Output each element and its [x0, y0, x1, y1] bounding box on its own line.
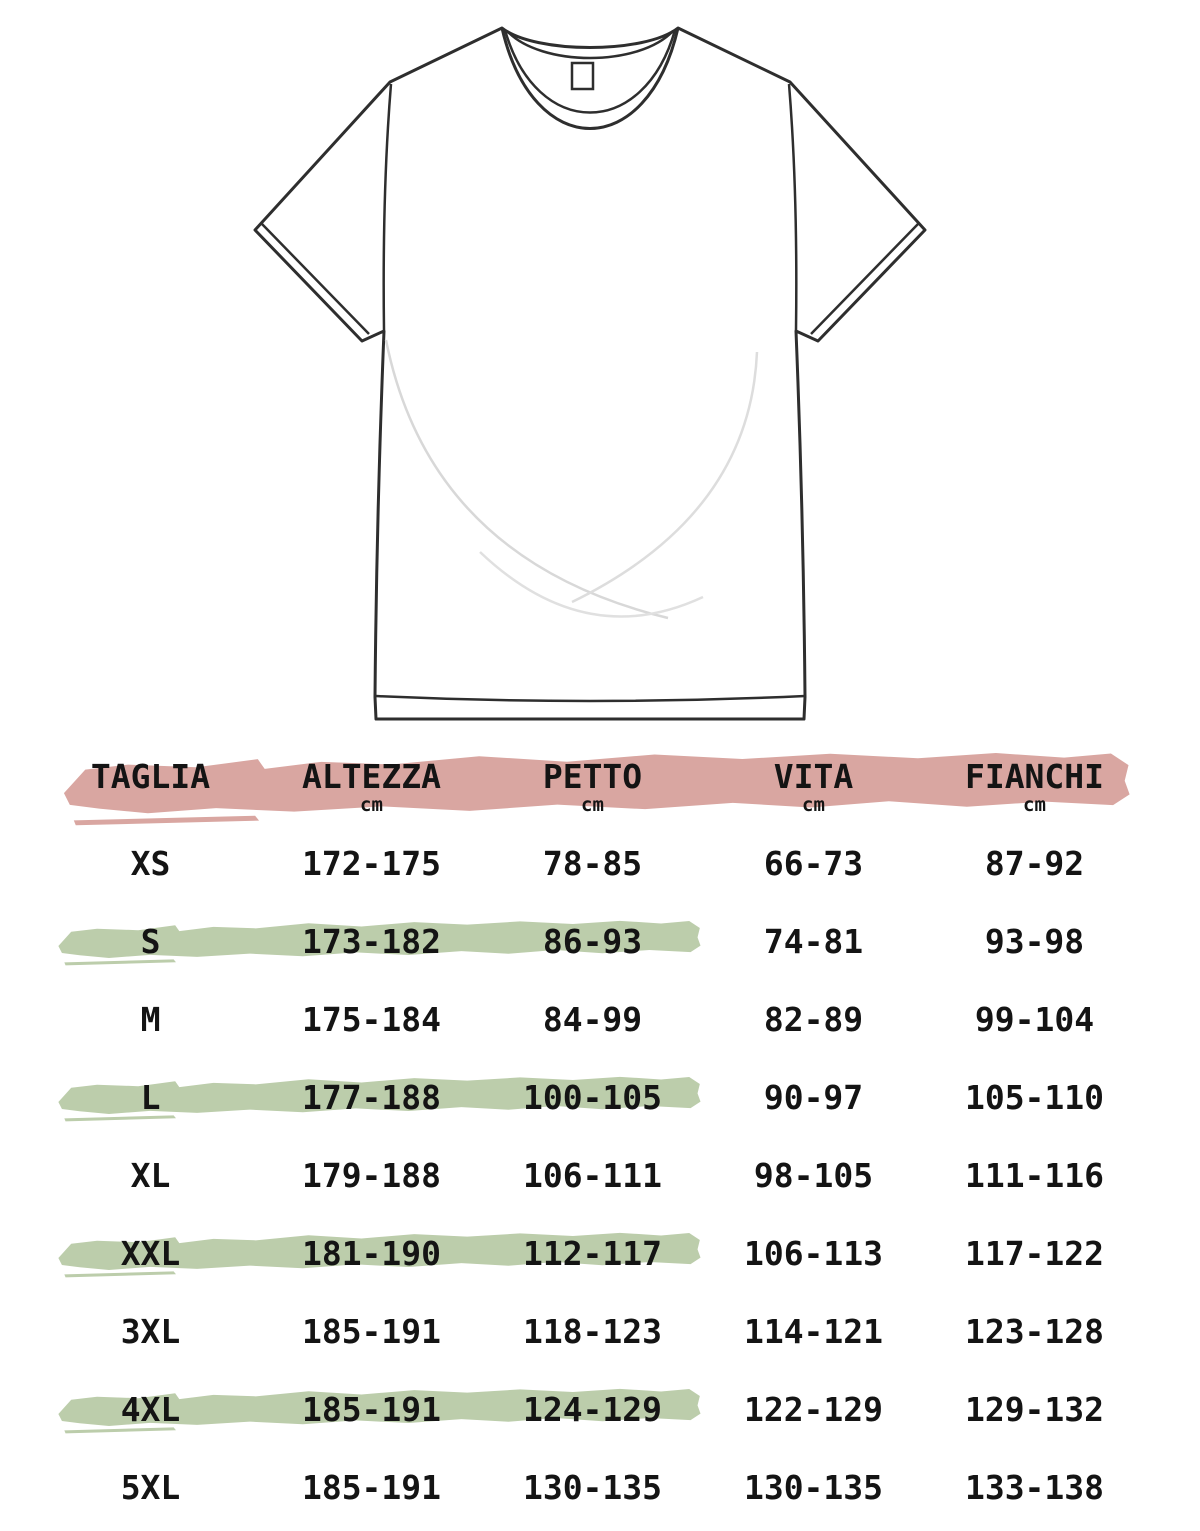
size-cell: XL — [130, 1155, 171, 1195]
petto-cell: 124-129 — [522, 1389, 663, 1429]
altezza-cell: 172-175 — [301, 843, 442, 883]
altezza-cell: 185-191 — [301, 1467, 442, 1507]
collar-outer-line — [500, 27, 680, 130]
petto-cell: 130-135 — [522, 1467, 663, 1507]
column-header-label: PETTO — [542, 757, 643, 796]
vita-cell: 130-135 — [743, 1467, 884, 1507]
table-header-row: TAGLIA ALTEZZA cm PETTO cm VITA cm FIANC… — [40, 744, 1145, 826]
column-header-unit: cm — [1023, 794, 1046, 816]
petto-cell: 84-99 — [542, 999, 643, 1039]
wrinkle-line — [571, 351, 759, 604]
column-header-taglia: TAGLIA — [40, 744, 261, 824]
size-cell: 4XL — [120, 1389, 181, 1429]
vita-cell: 82-89 — [763, 999, 864, 1039]
neck-label-tag — [570, 61, 595, 91]
fianchi-cell: 93-98 — [984, 921, 1085, 961]
tshirt-body-outline — [253, 26, 927, 721]
fianchi-cell: 105-110 — [964, 1077, 1105, 1117]
column-header-unit: cm — [360, 794, 383, 816]
table-row-xs: XS 172-175 78-85 66-73 87-92 — [40, 824, 1145, 902]
hem-seam-line — [374, 694, 806, 703]
wrinkle-line — [479, 551, 704, 618]
right-armhole-seam-line — [787, 83, 798, 331]
table-row-3xl: 3XL 185-191 118-123 114-121 123-128 — [40, 1292, 1145, 1370]
altezza-cell: 175-184 — [301, 999, 442, 1039]
column-header-vita: VITA cm — [703, 744, 924, 824]
fianchi-cell: 87-92 — [984, 843, 1085, 883]
column-header-petto: PETTO cm — [482, 744, 703, 824]
altezza-cell: 173-182 — [301, 921, 442, 961]
altezza-cell: 181-190 — [301, 1233, 442, 1273]
vita-cell: 106-113 — [743, 1233, 884, 1273]
fianchi-cell: 111-116 — [964, 1155, 1105, 1195]
size-cell: XXL — [120, 1233, 181, 1273]
petto-cell: 86-93 — [542, 921, 643, 961]
petto-cell: 118-123 — [522, 1311, 663, 1351]
size-cell: M — [140, 999, 161, 1039]
fianchi-cell: 123-128 — [964, 1311, 1105, 1351]
altezza-cell: 185-191 — [301, 1311, 442, 1351]
right-cuff-seam-line — [810, 223, 919, 335]
table-row-xl: XL 179-188 106-111 98-105 111-116 — [40, 1136, 1145, 1214]
column-header-fianchi: FIANCHI cm — [924, 744, 1145, 824]
petto-cell: 100-105 — [522, 1077, 663, 1117]
left-cuff-seam-line — [261, 223, 370, 335]
vita-cell: 90-97 — [763, 1077, 864, 1117]
table-row-l: L 177-188 100-105 90-97 105-110 — [40, 1058, 1145, 1136]
fianchi-cell: 129-132 — [964, 1389, 1105, 1429]
column-header-label: FIANCHI — [964, 757, 1105, 796]
fianchi-cell: 99-104 — [974, 999, 1095, 1039]
column-header-label: TAGLIA — [90, 757, 211, 796]
vita-cell: 98-105 — [753, 1155, 874, 1195]
column-header-unit: cm — [581, 794, 604, 816]
size-cell: L — [140, 1077, 161, 1117]
petto-cell: 106-111 — [522, 1155, 663, 1195]
table-row-s: S 173-182 86-93 74-81 93-98 — [40, 902, 1145, 980]
table-row-5xl: 5XL 185-191 130-135 130-135 133-138 — [40, 1448, 1145, 1526]
table-row-xxl: XXL 181-190 112-117 106-113 117-122 — [40, 1214, 1145, 1292]
collar-inner-line — [503, 29, 677, 114]
size-cell: S — [140, 921, 161, 961]
vita-cell: 66-73 — [763, 843, 864, 883]
vita-cell: 74-81 — [763, 921, 864, 961]
altezza-cell: 177-188 — [301, 1077, 442, 1117]
size-cell: XS — [130, 843, 171, 883]
wrinkle-line — [384, 339, 669, 620]
size-cell: 5XL — [120, 1467, 181, 1507]
size-cell: 3XL — [120, 1311, 181, 1351]
altezza-cell: 179-188 — [301, 1155, 442, 1195]
table-row-m: M 175-184 84-99 82-89 99-104 — [40, 980, 1145, 1058]
vita-cell: 122-129 — [743, 1389, 884, 1429]
left-armhole-seam-line — [382, 83, 393, 331]
fianchi-cell: 133-138 — [964, 1467, 1105, 1507]
column-header-label: ALTEZZA — [301, 757, 442, 796]
petto-cell: 78-85 — [542, 843, 643, 883]
tshirt-illustration — [253, 26, 927, 721]
column-header-altezza: ALTEZZA cm — [261, 744, 482, 824]
table-row-4xl: 4XL 185-191 124-129 122-129 129-132 — [40, 1370, 1145, 1448]
column-header-label: VITA — [773, 757, 854, 796]
petto-cell: 112-117 — [522, 1233, 663, 1273]
fianchi-cell: 117-122 — [964, 1233, 1105, 1273]
column-header-unit: cm — [802, 794, 825, 816]
vita-cell: 114-121 — [743, 1311, 884, 1351]
back-neck-seam-line — [506, 30, 674, 60]
altezza-cell: 185-191 — [301, 1389, 442, 1429]
size-table: TAGLIA ALTEZZA cm PETTO cm VITA cm FIANC… — [40, 744, 1145, 1526]
